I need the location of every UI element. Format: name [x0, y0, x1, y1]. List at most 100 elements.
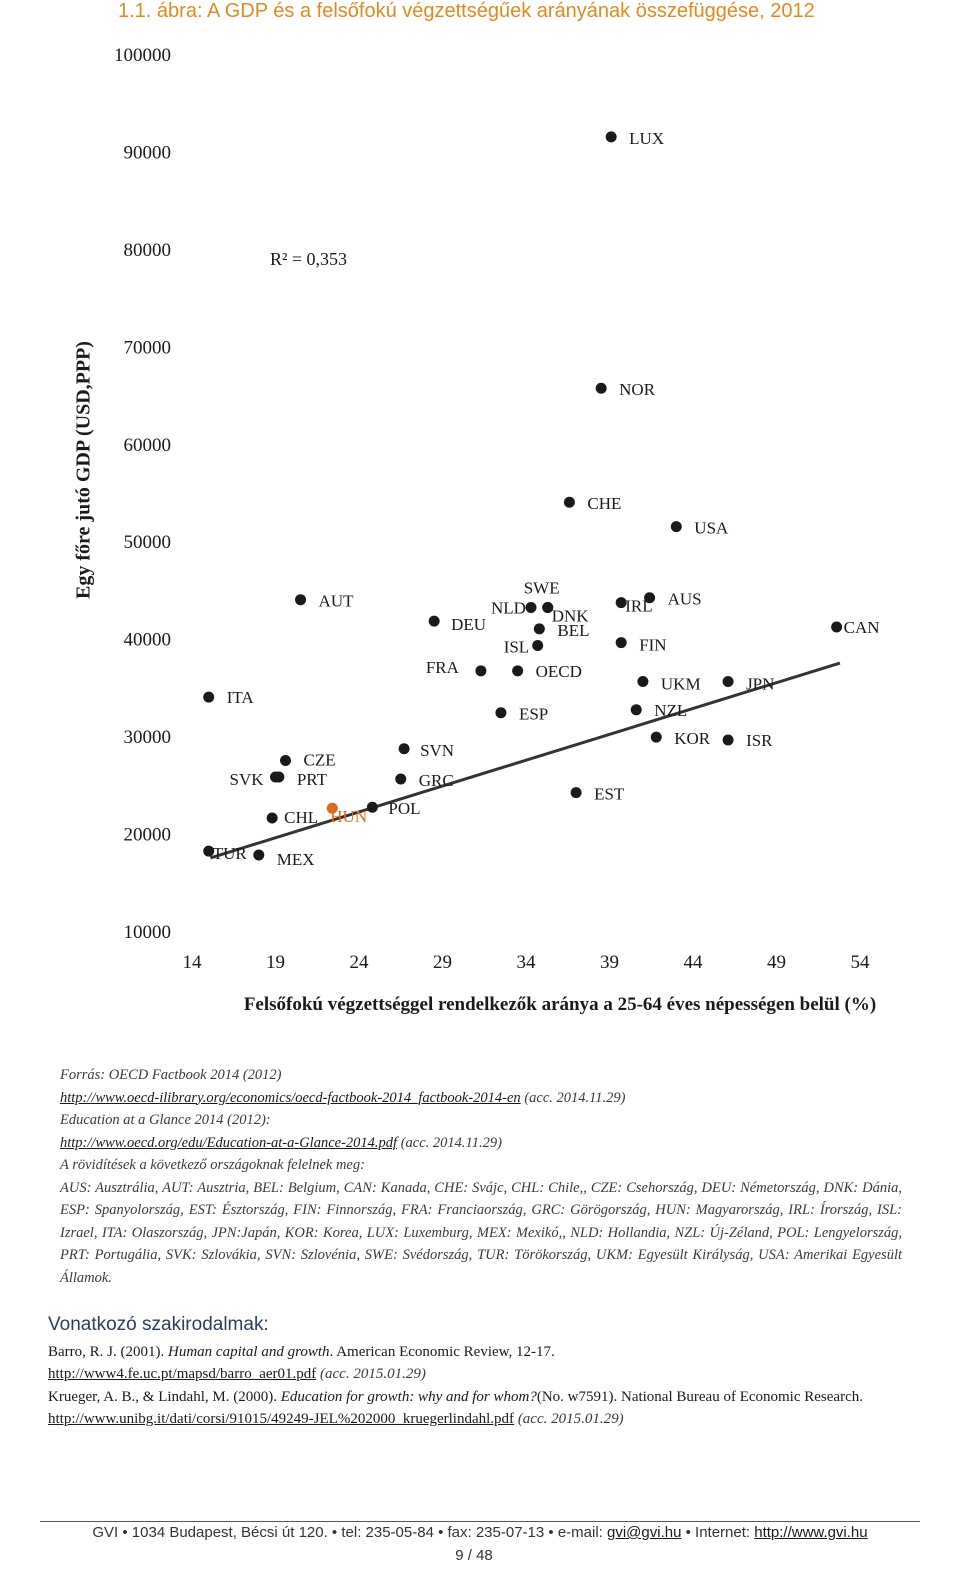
data-point [644, 592, 656, 604]
r-squared-label: R² = 0,353 [270, 249, 347, 269]
y-axis-title: Egy főre jutó GDP (USD,PPP) [72, 341, 95, 599]
point-label: FIN [639, 636, 666, 655]
point-label: FRA [426, 658, 460, 677]
data-point [395, 773, 407, 785]
data-point [266, 812, 278, 824]
point-label: PRT [297, 770, 328, 789]
data-point [570, 787, 582, 799]
y-tick-label: 100000 [114, 45, 171, 66]
ref1-authors: Barro, R. J. (2001). [48, 1343, 168, 1360]
data-point [280, 754, 292, 766]
ref2-authors: Krueger, A. B., & Lindahl, M. (2000). [48, 1388, 281, 1405]
footer-email-link[interactable]: gvi@gvi.hu [607, 1524, 682, 1541]
data-point [615, 637, 627, 649]
data-point [203, 845, 215, 857]
eag-link-line: http://www.oecd.org/edu/Education-at-a-G… [60, 1132, 902, 1155]
point-label: CZE [304, 750, 336, 769]
data-point [595, 382, 607, 394]
point-label: UKM [661, 675, 701, 694]
y-tick-label: 10000 [124, 922, 172, 943]
reference-2-link-line: http://www.unibg.it/dati/corsi/91015/492… [48, 1408, 928, 1431]
data-point [532, 639, 544, 651]
point-label: LUX [629, 129, 664, 148]
ref1-access-date: (acc. 2015.01.29) [316, 1366, 426, 1382]
abbr-list: AUS: Ausztrália, AUT: Ausztria, BEL: Bel… [60, 1179, 902, 1286]
reference-1-link-line: http://www4.fe.uc.pt/mapsd/barro_aer01.p… [48, 1363, 928, 1386]
point-label: KOR [674, 729, 711, 748]
ref2-title: Education for growth: why and for whom? [280, 1388, 537, 1405]
ref2-link[interactable]: http://www.unibg.it/dati/corsi/91015/492… [48, 1411, 515, 1427]
data-point [605, 131, 617, 143]
footer: GVI • 1034 Budapest, Bécsi út 120. • tel… [0, 1524, 960, 1541]
data-point [637, 676, 649, 688]
data-point [831, 621, 843, 633]
data-point [722, 676, 734, 688]
data-point [533, 623, 545, 635]
y-tick-label: 20000 [124, 825, 172, 846]
references-heading: Vonatkozó szakirodalmak: [48, 1314, 269, 1335]
point-label: AUT [319, 592, 355, 611]
footer-address: GVI • 1034 Budapest, Bécsi út 120. • tel… [92, 1524, 607, 1541]
point-label: ISR [746, 731, 773, 750]
data-point [525, 601, 537, 613]
source-line: Forrás: OECD Factbook 2014 (2012) [60, 1067, 282, 1083]
point-label: AUS [668, 590, 702, 609]
point-label: CHL [284, 808, 318, 827]
point-label: DNK [552, 606, 590, 625]
source-link-line: http://www.oecd-ilibrary.org/economics/o… [60, 1087, 902, 1110]
point-label: SVK [229, 770, 264, 789]
ref1-link[interactable]: http://www4.fe.uc.pt/mapsd/barro_aer01.p… [48, 1366, 317, 1382]
ref1-rest: . American Economic Review, 12-17. [329, 1343, 555, 1360]
data-point [253, 849, 265, 861]
data-point [563, 496, 575, 508]
point-label: MEX [277, 850, 315, 869]
point-label: TUR [213, 844, 248, 863]
data-point [650, 731, 662, 743]
point-label: DEU [451, 615, 486, 634]
ref1-title: Human capital and growth [168, 1343, 330, 1360]
point-label: NLD [491, 598, 526, 617]
y-tick-label: 90000 [124, 142, 172, 163]
footer-internet-label: • Internet: [681, 1524, 755, 1541]
x-tick-label: 19 [266, 952, 285, 973]
ref2-rest: (No. w7591). National Bureau of Economic… [536, 1388, 863, 1405]
y-tick-label: 50000 [124, 532, 172, 553]
abbr-intro: A rövidítések a következő országoknak fe… [60, 1157, 365, 1173]
page-number: 9 / 48 [455, 1547, 493, 1564]
y-tick-label: 70000 [124, 337, 172, 358]
figure-notes: Forrás: OECD Factbook 2014 (2012) http:/… [60, 1064, 902, 1289]
data-point [366, 801, 378, 813]
x-tick-label: 49 [767, 952, 786, 973]
point-label: CAN [844, 618, 880, 637]
eag-link[interactable]: http://www.oecd.org/edu/Education-at-a-G… [60, 1134, 398, 1151]
point-label: GRC [419, 771, 454, 790]
point-label: JPN [746, 675, 774, 694]
data-point [495, 707, 507, 719]
link2-access-date: (acc. 2014.11.29) [397, 1134, 502, 1151]
references: Vonatkozó szakirodalmak: Barro, R. J. (2… [48, 1314, 928, 1431]
y-tick-label: 60000 [124, 435, 172, 456]
y-tick-label: 40000 [124, 630, 172, 651]
x-axis-title: Felsőfokú végzettséggel rendelkezők arán… [243, 994, 877, 1015]
data-point [670, 521, 682, 533]
data-point [512, 665, 524, 677]
link1-access-date: (acc. 2014.11.29) [520, 1089, 626, 1106]
point-label: ESP [519, 705, 548, 724]
figure-title: 1.1. ábra: A GDP és a felsőfokú végzetts… [118, 0, 815, 22]
point-label: SVN [420, 741, 454, 760]
point-label: OECD [536, 662, 582, 681]
footer-website-link[interactable]: http://www.gvi.hu [754, 1524, 868, 1541]
data-point [630, 704, 642, 716]
y-tick-label: 80000 [124, 240, 172, 261]
point-label: ISL [504, 637, 530, 656]
oecd-factbook-link[interactable]: http://www.oecd-ilibrary.org/economics/o… [60, 1089, 521, 1106]
point-label: HUN [330, 807, 367, 826]
point-label: POL [388, 799, 420, 818]
reference-1: Barro, R. J. (2001). Human capital and g… [48, 1341, 928, 1364]
y-tick-label: 30000 [124, 727, 172, 748]
point-label: EST [594, 785, 625, 804]
data-point [475, 665, 487, 677]
x-tick-label: 39 [600, 952, 619, 973]
data-point [428, 615, 440, 627]
point-label: NZL [654, 701, 687, 720]
